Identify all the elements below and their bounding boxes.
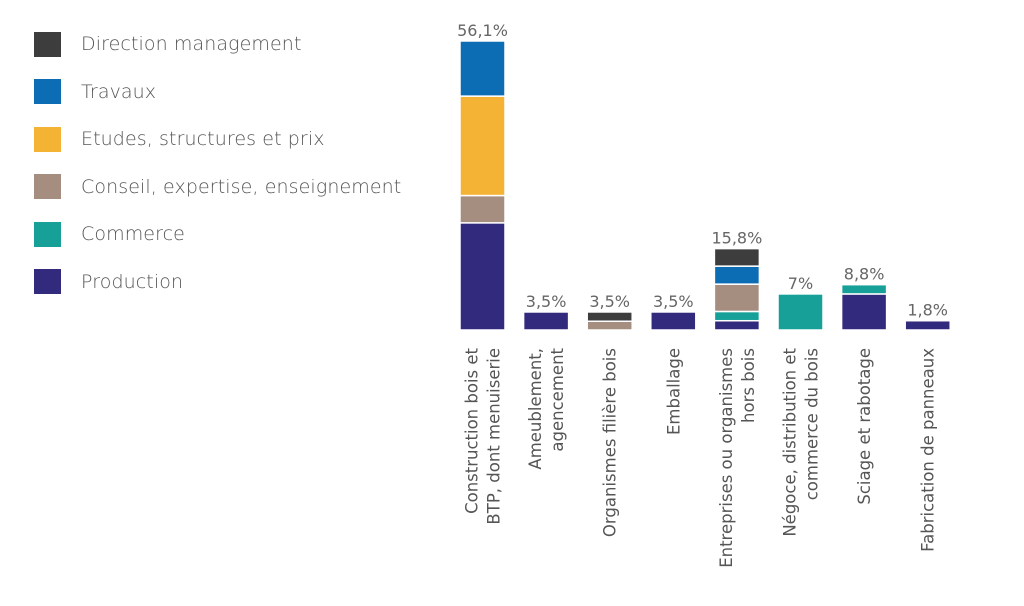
legend-label: Commerce [81, 223, 185, 245]
legend-item: Conseil, expertise, enseignement [34, 173, 401, 201]
bar-segment [713, 283, 761, 313]
category-label: Construction bois et BTP, dont menuiserie [463, 347, 504, 524]
bar-segment [713, 247, 761, 267]
category-label-line: agencement [548, 347, 567, 451]
legend-item: Etudes, structures et prix [34, 125, 325, 153]
bar-segment [713, 319, 761, 331]
legend-item: Direction management [34, 30, 302, 58]
legend-label: Production [81, 270, 184, 293]
bar-segment [586, 311, 633, 322]
category-label: Sciage et rabotage [855, 348, 874, 505]
bar-segment [840, 283, 888, 295]
bar-segment [840, 293, 888, 331]
data-label: 3,5% [526, 292, 567, 311]
data-label: 1,8% [907, 301, 948, 320]
bar-segment [777, 293, 824, 331]
data-label: 7% [788, 274, 813, 293]
category-label: Emballage [664, 348, 683, 435]
category-label-line: commerce du bois [803, 348, 822, 500]
legend: Direction management Travaux Etudes, struc… [0, 0, 440, 320]
data-label: 3,5% [589, 292, 630, 311]
legend-label: Travaux [81, 80, 157, 103]
category-label-line: Sciage et rabotage [855, 348, 874, 505]
legend-swatch [34, 269, 61, 294]
legend-swatch [34, 31, 61, 57]
data-label: 3,5% [653, 292, 694, 311]
category-label-line: Entreprises ou organismes [717, 348, 736, 568]
legend-label: Conseil, expertise, enseignement [81, 175, 402, 198]
category-label-line: Négoce, distribution et [781, 347, 800, 536]
legend-swatch [34, 126, 61, 152]
legend-label: Etudes, structures et prix [81, 128, 325, 150]
category-label: Ameublement, agencement [526, 347, 567, 469]
bar-segment [459, 40, 506, 97]
legend-swatch [34, 174, 61, 199]
category-label: Organismes filière bois [601, 348, 620, 537]
legend-label: Direction management [81, 33, 302, 55]
legend-swatch [34, 79, 61, 104]
category-label-line: Organismes filière bois [601, 348, 620, 537]
bar-segment [586, 320, 633, 331]
category-label-line: BTP, dont menuiserie [485, 348, 504, 525]
legend-item: Production [34, 268, 183, 296]
data-label: 56,1% [457, 21, 508, 40]
category-label: Entreprises ou organismes hors bois [717, 348, 758, 568]
legend-item: Travaux [34, 78, 156, 106]
bar-segment [459, 194, 506, 224]
bar-segment [459, 222, 506, 331]
bar-segment [522, 311, 570, 331]
category-label-line: Ameublement, [526, 348, 545, 470]
bar-segment [904, 319, 951, 331]
bar-segment [713, 310, 761, 322]
category-label-line: Emballage [664, 348, 683, 435]
category-label: Fabrication de panneaux [919, 348, 938, 552]
data-label: 15,8% [711, 229, 762, 248]
bar-segment [650, 311, 697, 331]
legend-item: Commerce [34, 220, 185, 248]
category-label-line: Construction bois et [463, 347, 482, 513]
category-label-line: hors bois [739, 348, 758, 423]
bar-segment [713, 265, 761, 285]
category-label-line: Fabrication de panneaux [919, 348, 938, 552]
data-label: 8,8% [844, 265, 885, 284]
bar-segment [459, 95, 506, 197]
category-label: Négoce, distribution et commerce du bois [781, 347, 822, 536]
legend-swatch [34, 221, 61, 247]
